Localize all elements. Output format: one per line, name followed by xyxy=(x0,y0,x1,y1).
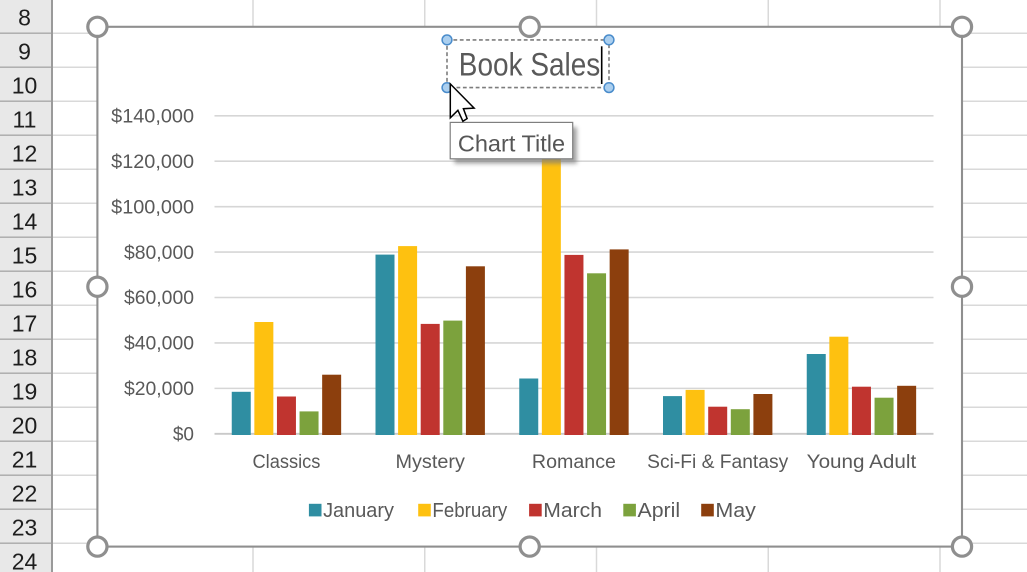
svg-text:8: 8 xyxy=(18,5,31,31)
svg-text:11: 11 xyxy=(13,107,37,133)
svg-text:$100,000: $100,000 xyxy=(111,197,194,218)
svg-text:Classics: Classics xyxy=(253,452,321,473)
svg-text:Book Sales: Book Sales xyxy=(459,47,601,83)
svg-text:$140,000: $140,000 xyxy=(111,107,194,128)
svg-text:13: 13 xyxy=(12,175,38,201)
svg-text:$40,000: $40,000 xyxy=(124,334,194,355)
svg-text:March: March xyxy=(543,500,602,522)
svg-text:$120,000: $120,000 xyxy=(111,152,194,173)
svg-text:$80,000: $80,000 xyxy=(124,243,194,264)
svg-text:April: April xyxy=(638,500,681,522)
svg-text:15: 15 xyxy=(12,243,38,269)
svg-text:May: May xyxy=(715,500,756,522)
svg-text:Chart Title: Chart Title xyxy=(458,130,565,156)
svg-text:23: 23 xyxy=(12,515,38,541)
svg-text:Mystery: Mystery xyxy=(396,452,466,473)
svg-text:18: 18 xyxy=(12,345,38,371)
svg-text:$20,000: $20,000 xyxy=(124,379,194,400)
svg-text:20: 20 xyxy=(12,413,38,439)
svg-text:24: 24 xyxy=(12,549,38,572)
svg-text:10: 10 xyxy=(12,73,38,99)
svg-text:19: 19 xyxy=(12,379,38,405)
svg-text:$60,000: $60,000 xyxy=(124,288,194,309)
svg-text:21: 21 xyxy=(12,447,38,473)
svg-text:17: 17 xyxy=(12,311,38,337)
svg-text:14: 14 xyxy=(12,209,38,235)
svg-text:22: 22 xyxy=(12,481,38,507)
svg-text:January: January xyxy=(323,500,394,522)
svg-text:12: 12 xyxy=(12,141,38,167)
svg-text:9: 9 xyxy=(18,39,31,65)
svg-text:Romance: Romance xyxy=(532,452,616,473)
svg-text:February: February xyxy=(432,500,507,522)
svg-text:Sci-Fi & Fantasy: Sci-Fi & Fantasy xyxy=(647,452,788,473)
svg-text:Young Adult: Young Adult xyxy=(807,452,917,473)
svg-text:$0: $0 xyxy=(173,425,194,446)
svg-text:16: 16 xyxy=(12,277,38,303)
